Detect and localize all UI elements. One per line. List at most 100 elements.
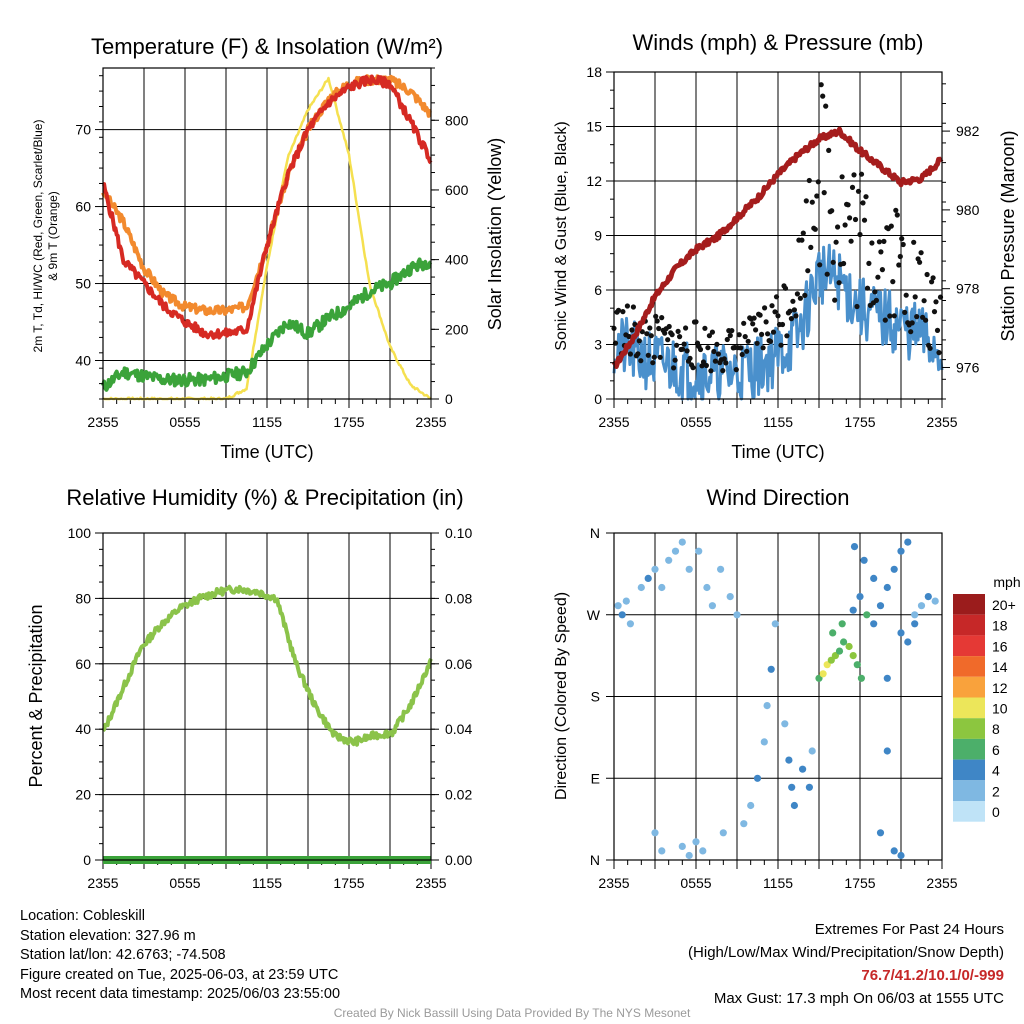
direction-point	[911, 620, 919, 628]
gust-point	[727, 332, 733, 339]
x-tick-label: 2355	[415, 414, 446, 430]
direction-point	[763, 702, 771, 710]
y-axis-label: Sonic Wind & Gust (Blue, Black)	[553, 121, 570, 350]
gust-point	[878, 249, 884, 255]
y-tick-label: 40	[75, 721, 91, 737]
direction-point	[883, 583, 891, 592]
y-tick-label: 60	[75, 199, 91, 215]
direction-point	[838, 620, 846, 628]
gust-point	[824, 271, 830, 277]
gust-point	[820, 93, 826, 99]
gust-point	[873, 297, 880, 303]
direction-point	[883, 747, 891, 755]
gust-point	[826, 147, 832, 153]
y2-tick-label: 0.08	[445, 590, 472, 606]
station-elevation: Station elevation: 327.96 m	[20, 927, 196, 944]
gust-point	[909, 320, 915, 326]
legend-label: 20+	[992, 597, 1016, 613]
direction-point	[699, 847, 707, 855]
y2-tick-label: 976	[956, 359, 980, 375]
gust-point	[680, 346, 686, 352]
gust-point	[657, 354, 663, 360]
gust-point	[860, 200, 866, 206]
dewpoint-line	[101, 257, 433, 392]
gust-point	[876, 239, 883, 245]
y2-tick-label: 0.06	[445, 656, 472, 672]
y2-tick-label: 200	[445, 321, 469, 337]
direction-point	[870, 620, 878, 628]
legend-swatch	[953, 718, 985, 739]
legend-swatch	[953, 738, 985, 760]
gust-point	[799, 237, 805, 243]
x-tick-label: 1755	[333, 875, 364, 891]
gust-point	[690, 365, 696, 371]
gust-point	[674, 342, 680, 348]
direction-point	[904, 638, 912, 646]
gust-point	[931, 309, 938, 315]
gust-point	[775, 313, 781, 319]
gust-point	[700, 359, 707, 365]
gust-point	[739, 351, 745, 358]
gust-point	[809, 199, 815, 205]
gust-point	[851, 172, 857, 178]
direction-point	[917, 602, 926, 610]
legend-swatch	[953, 780, 985, 801]
direction-point	[790, 801, 799, 810]
y-tick-label: N	[590, 852, 600, 868]
gust-point	[881, 238, 887, 244]
gust-point	[933, 299, 939, 305]
gust-point	[890, 279, 896, 285]
gust-point	[791, 307, 798, 313]
x-tick-label: 1155	[763, 875, 793, 891]
direction-point	[863, 611, 871, 619]
gust-point	[753, 327, 759, 333]
direction-point	[860, 556, 868, 564]
gust-point	[855, 188, 862, 194]
gust-point	[930, 275, 936, 281]
gust-point	[635, 351, 641, 357]
legend-label: 4	[992, 763, 1000, 779]
x-tick-label: 2355	[926, 414, 957, 430]
y-axis-label: & 9m T (Orange)	[46, 191, 60, 281]
panel-title: Relative Humidity (%) & Precipitation (i…	[66, 485, 463, 510]
x-tick-label: 1155	[763, 414, 793, 430]
legend-swatch	[953, 656, 985, 677]
direction-point	[719, 829, 727, 837]
gust-point	[684, 348, 690, 354]
gust-point	[848, 238, 854, 244]
gust-point	[779, 321, 786, 328]
legend-label: 16	[992, 638, 1008, 654]
direction-point	[753, 774, 762, 782]
direction-point	[890, 847, 898, 855]
direction-point	[726, 593, 734, 601]
y-axis-label: Direction (Colored By Speed)	[553, 592, 570, 800]
credit-line: Created By Nick Bassill Using Data Provi…	[333, 1006, 691, 1020]
gust-point	[742, 334, 748, 340]
direction-point	[644, 574, 652, 583]
gust-point	[797, 295, 804, 301]
direction-point	[767, 665, 775, 673]
direction-point	[897, 547, 905, 555]
direction-point	[651, 565, 659, 573]
direction-point	[849, 606, 857, 614]
gust-point	[864, 285, 871, 291]
direction-point	[665, 556, 673, 564]
gust-point	[645, 352, 651, 358]
gust-point	[681, 341, 687, 347]
direction-point	[678, 842, 686, 851]
gust-point	[638, 358, 644, 364]
x-tick-label: 0555	[169, 414, 200, 430]
gust-point	[720, 368, 726, 374]
gust-point	[861, 217, 868, 223]
y2-axis-label: Station Pressure (Maroon)	[998, 130, 1018, 341]
direction-point	[819, 670, 827, 678]
direction-point	[788, 783, 796, 791]
gust-point	[882, 317, 888, 323]
y-tick-label: 6	[594, 282, 602, 298]
gust-point	[724, 336, 730, 343]
direction-point	[626, 620, 635, 628]
y-tick-label: W	[587, 607, 601, 623]
gust-point	[669, 332, 675, 338]
gust-point	[760, 345, 766, 351]
